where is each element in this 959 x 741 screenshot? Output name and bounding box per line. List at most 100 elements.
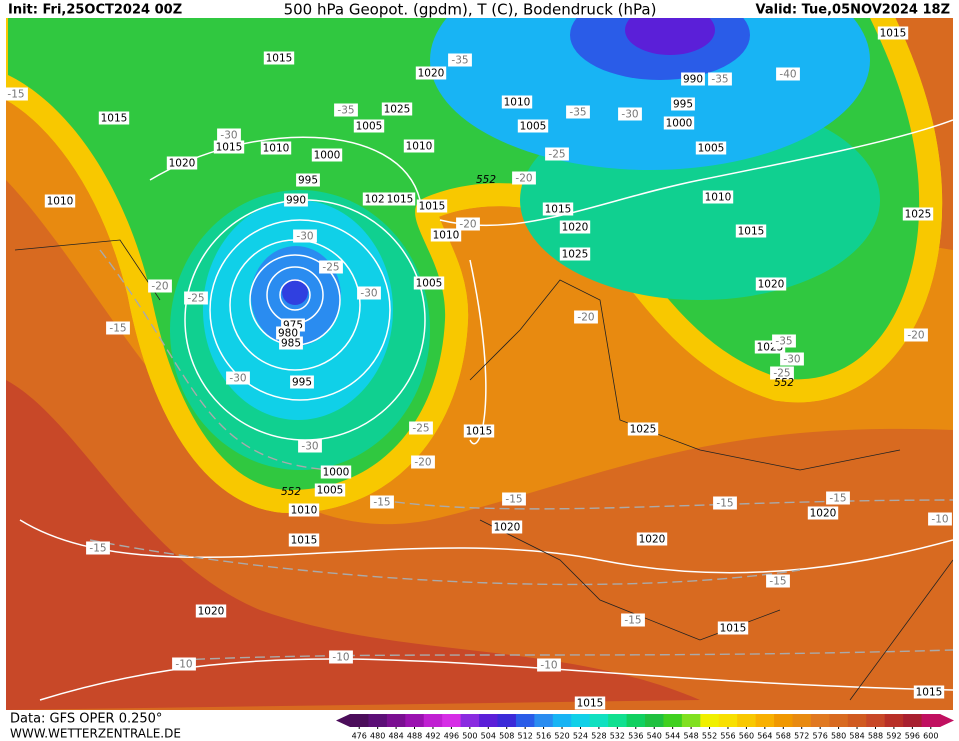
colorbar-tick-label: 568: [776, 732, 791, 741]
colorbar-tick-label: 500: [462, 732, 477, 741]
pressure-label-box: [913, 685, 945, 699]
colorbar-cell: [847, 714, 867, 727]
temperature-label: -20: [907, 330, 924, 342]
temperature-label: -15: [89, 543, 106, 555]
colorbar-tick-label: 552: [702, 732, 717, 741]
temperature-label: -35: [451, 55, 468, 67]
pressure-label-box: [735, 224, 767, 238]
colorbar-tick-label: 512: [518, 732, 533, 741]
warm-region: [6, 380, 700, 710]
temperature-label: -25: [548, 149, 565, 161]
temperature-label-box: [826, 491, 850, 505]
colorbar-tick-label: 484: [388, 732, 403, 741]
pressure-label-box: [195, 604, 227, 618]
temperature-label-box: [148, 279, 172, 293]
pressure-label-box: [320, 465, 352, 479]
pressure-label: 1020: [758, 279, 785, 291]
temperature-label-box: [618, 107, 642, 121]
temperature-label-box: [776, 67, 800, 81]
temperature-label: -20: [459, 219, 476, 231]
temperature-label-box: [293, 229, 317, 243]
pressure-label: 1020: [639, 534, 666, 546]
pressure-label: 1015: [880, 28, 907, 40]
colorbar-tick-label: 576: [813, 732, 828, 741]
temperature-label-box: [329, 650, 353, 664]
pressure-label-box: [807, 506, 839, 520]
temperature-label: -25: [412, 423, 429, 435]
valid-time: Valid: Tue,05NOV2024 18Z: [756, 3, 950, 18]
pressure-label: 1015: [738, 226, 765, 238]
pressure-label: 1000: [666, 118, 693, 130]
colorbar-cell: [774, 714, 793, 727]
pressure-label-box: [415, 66, 447, 80]
temperature-label: -30: [360, 288, 377, 300]
temperature-label-box: [334, 103, 358, 117]
pressure-label: 1000: [323, 467, 350, 479]
low-center: [282, 279, 308, 305]
temperature-label: -30: [296, 231, 313, 243]
pressure-label: 1010: [406, 141, 433, 153]
colorbar-cell: [645, 714, 664, 727]
pressure-label-box: [671, 97, 695, 111]
pressure-label-box: [276, 326, 300, 340]
temperature-label: -30: [621, 109, 638, 121]
map-title: 500 hPa Geopot. (gpdm), T (C), Bodendruc…: [284, 1, 657, 19]
temperature-label-box: [226, 371, 250, 385]
temperature-label: -30: [229, 373, 246, 385]
colorbar-tick-label: 560: [739, 732, 754, 741]
pressure-label: 985: [281, 338, 301, 350]
pressure-label-box: [755, 277, 787, 291]
pressure-label-box: [501, 95, 533, 109]
pressure-label: 995: [673, 99, 693, 111]
pressure-label-box: [213, 140, 245, 154]
temperature-label: -35: [711, 74, 728, 86]
colorbar-cell: [350, 714, 369, 727]
colorbar-cell: [442, 714, 462, 727]
colorbar-tick-label: 596: [905, 732, 920, 741]
temperature-label-box: [184, 291, 208, 305]
pressure-label: 990: [286, 195, 306, 207]
temperature-label-box: [502, 492, 526, 506]
colorbar-tick-label: 480: [370, 732, 385, 741]
colorbar-cell: [515, 714, 535, 727]
pressure-label-box: [717, 621, 749, 635]
colorbar-arrow-left: [336, 714, 350, 727]
pressure-label: 1010: [705, 192, 732, 204]
pressure-label: 1015: [545, 204, 572, 216]
pressure-label-box: [284, 193, 308, 207]
pressure-label-box: [263, 51, 295, 65]
pressure-label-box: [279, 336, 303, 350]
pressure-label: 1005: [356, 121, 383, 133]
colorbar-cell: [497, 714, 517, 727]
colorbar-tick-label: 548: [683, 732, 698, 741]
temperature-label: -15: [829, 493, 846, 505]
colorbar-cell: [663, 714, 683, 727]
pressure-label-box: [384, 192, 416, 206]
colorbar-tick-label: 496: [444, 732, 459, 741]
temperature-label-box: [545, 147, 569, 161]
pressure-label: 1015: [720, 623, 747, 635]
pressure-label-box: [559, 247, 591, 261]
colorbar-tick-label: 592: [886, 732, 901, 741]
colorbar-tick-label: 600: [923, 732, 938, 741]
pressure-label-box: [413, 276, 445, 290]
temperature-label-box: [370, 495, 394, 509]
temperature-label: -10: [332, 652, 349, 664]
temperature-label: -10: [175, 659, 192, 671]
pressure-label-box: [542, 202, 574, 216]
pressure-label: 1020: [562, 222, 589, 234]
data-source: Data: GFS OPER 0.250°: [10, 712, 162, 727]
temperature-label-box: [713, 496, 737, 510]
pressure-label-box: [877, 26, 909, 40]
temperature-label-box: [574, 310, 598, 324]
temperature-label: -40: [779, 69, 796, 81]
temperature-label: -20: [414, 457, 431, 469]
temperature-label-box: [766, 574, 790, 588]
temperature-label-box: [772, 334, 796, 348]
height-label: 552: [774, 377, 794, 389]
pressure-label: 1015: [266, 53, 293, 65]
pressure-label-box: [636, 532, 668, 546]
temperature-label-box: [319, 260, 343, 274]
colorbar-tick-label: 544: [665, 732, 680, 741]
colorbar-tick-label: 528: [591, 732, 606, 741]
